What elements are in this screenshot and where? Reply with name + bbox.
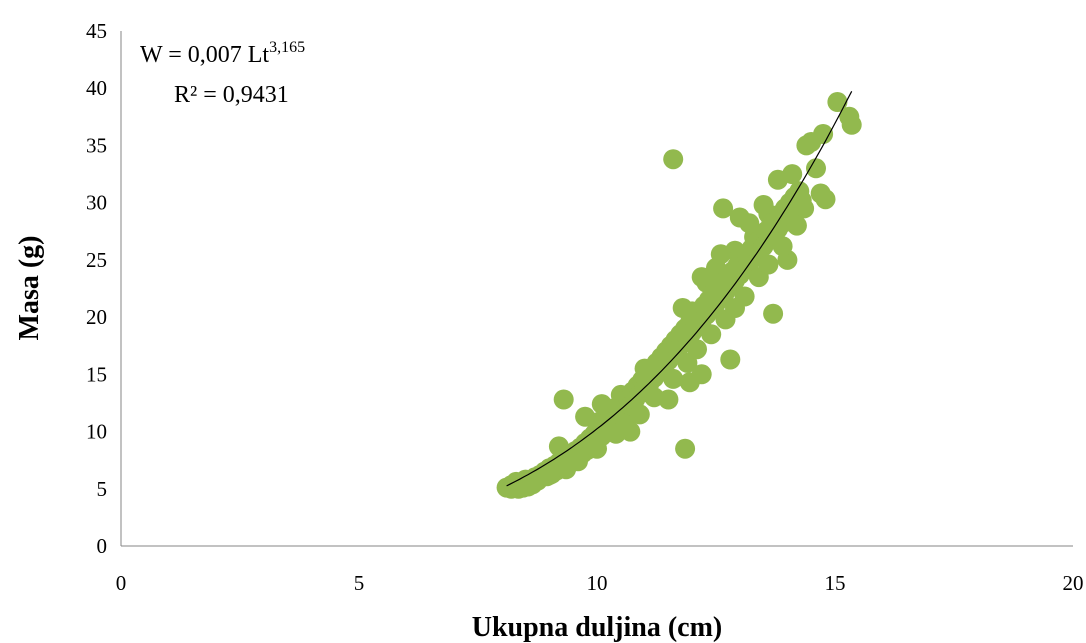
y-tick-label: 20: [86, 305, 107, 329]
x-tick-label: 5: [354, 571, 365, 595]
data-point: [713, 198, 734, 219]
data-point: [734, 286, 755, 307]
data-point: [687, 339, 707, 360]
data-point: [763, 303, 784, 324]
data-point: [772, 236, 793, 257]
data-point: [691, 364, 712, 385]
y-axis-ticks: 0 5 10 15 20 25 30 35 40 45: [86, 19, 107, 558]
data-point: [675, 438, 696, 459]
data-point: [758, 254, 779, 275]
data-point: [568, 451, 588, 472]
data-point: [827, 92, 848, 112]
y-tick-label: 25: [86, 248, 107, 272]
data-point: [806, 158, 826, 179]
data-point: [587, 438, 607, 459]
data-point: [710, 244, 731, 265]
y-tick-label: 35: [86, 133, 107, 157]
data-point: [672, 298, 693, 318]
data-point: [644, 387, 665, 408]
data-point: [841, 114, 862, 135]
y-tick-label: 45: [86, 19, 107, 43]
data-point: [663, 149, 684, 170]
data-point: [813, 124, 834, 144]
data-point: [553, 389, 574, 410]
equation-line-2: R² = 0,9431: [174, 82, 289, 108]
x-tick-label: 10: [587, 571, 608, 595]
x-axis-ticks: 0 5 10 15 20: [116, 571, 1084, 595]
data-point: [753, 195, 774, 215]
data-point: [720, 349, 741, 370]
y-tick-label: 30: [86, 191, 107, 215]
data-points: [496, 92, 862, 499]
data-point: [701, 324, 722, 345]
data-point: [782, 164, 803, 185]
x-axis-title: Ukupna duljina (cm): [472, 612, 723, 643]
y-tick-label: 10: [86, 420, 107, 444]
y-tick-label: 15: [86, 362, 107, 386]
equation-line-1: W = 0,007 Lt3,165: [140, 39, 305, 68]
data-point: [739, 213, 760, 234]
y-tick-label: 40: [86, 76, 107, 100]
data-point: [794, 198, 815, 219]
x-tick-label: 15: [825, 571, 846, 595]
x-tick-label: 0: [116, 571, 127, 595]
data-point: [539, 465, 560, 485]
x-tick-label: 20: [1063, 571, 1084, 595]
y-axis-title: Masa (g): [14, 236, 45, 341]
data-point: [691, 267, 712, 288]
data-point: [815, 189, 836, 210]
data-point: [615, 414, 636, 435]
y-tick-label: 0: [97, 534, 108, 558]
data-point: [629, 404, 650, 425]
data-point: [786, 215, 807, 236]
y-tick-label: 5: [97, 477, 108, 501]
data-point: [663, 368, 684, 389]
trendline: [506, 91, 853, 487]
data-point: [522, 474, 543, 495]
